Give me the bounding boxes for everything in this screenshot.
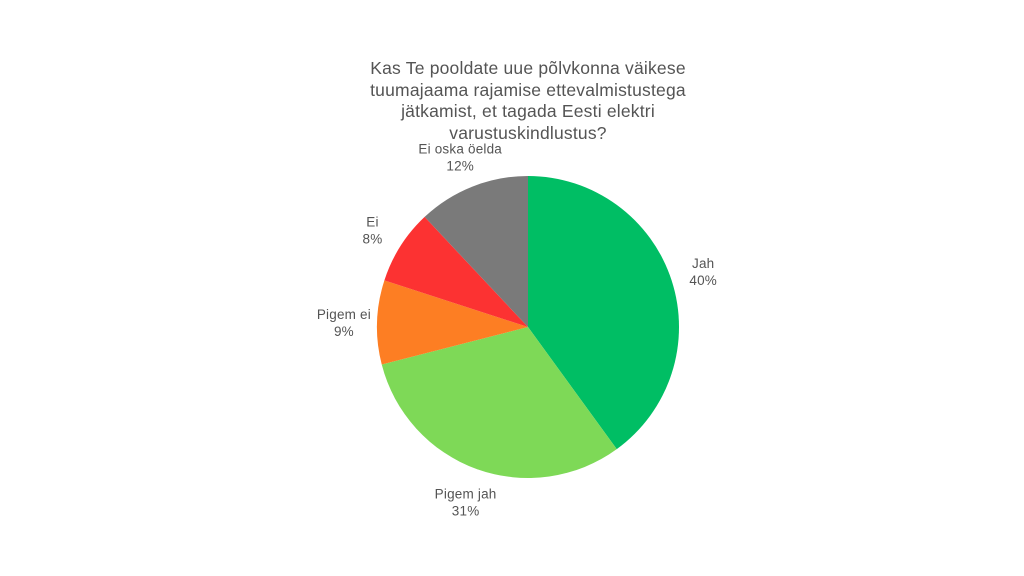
pie-label-jah: Jah 40% (689, 256, 717, 288)
pie-label-pigem-ei: Pigem ei 9% (317, 307, 371, 339)
pie-slice-pigem-jah (381, 327, 617, 479)
pie-label-ei-oska-elda: Ei oska öelda 12% (418, 142, 502, 174)
pie-slice-ei (384, 216, 528, 327)
pie-slice-pigem-ei (376, 280, 528, 365)
chart-title: Kas Te pooldate uue põlvkonna väikese tu… (370, 58, 686, 143)
pie-label-pigem-jah: Pigem jah 31% (435, 486, 497, 518)
pie-slice-jah (528, 176, 680, 450)
pie-label-ei: Ei 8% (363, 214, 383, 246)
pie-slice-ei-oska-elda (424, 176, 528, 327)
